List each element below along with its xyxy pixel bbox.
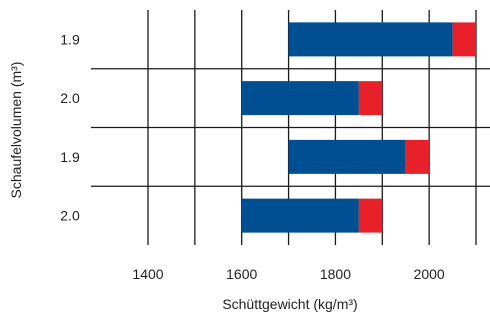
y-tick-label-0: 1.9: [60, 31, 80, 47]
bar-segment-blue-row-0: [288, 22, 453, 57]
bar-segment-red-row-1: [358, 81, 383, 116]
bar-segment-red-row-3: [358, 198, 383, 233]
x-tick-labels: 1400 1600 1800 2000: [132, 266, 445, 282]
bar-segment-blue-row-2: [288, 139, 406, 174]
bar-segment-red-row-0: [452, 22, 476, 57]
bars: [241, 22, 476, 233]
x-tick-label-1: 1600: [226, 266, 257, 282]
x-axis-label: Schüttgewicht (kg/m³): [222, 296, 357, 312]
bar-segment-blue-row-1: [241, 81, 359, 116]
y-tick-label-2: 1.9: [60, 149, 80, 165]
y-tick-labels: 1.9 2.0 1.9 2.0: [60, 31, 80, 223]
bar-segment-blue-row-3: [241, 198, 359, 233]
bar-segment-red-row-2: [405, 139, 430, 174]
x-tick-label-0: 1400: [132, 266, 163, 282]
y-axis-label: Schaufelvolumen (m³): [8, 62, 24, 199]
y-tick-label-3: 2.0: [60, 208, 80, 224]
x-tick-label-2: 1800: [320, 266, 351, 282]
y-tick-label-1: 2.0: [60, 90, 80, 106]
x-tick-label-3: 2000: [414, 266, 445, 282]
